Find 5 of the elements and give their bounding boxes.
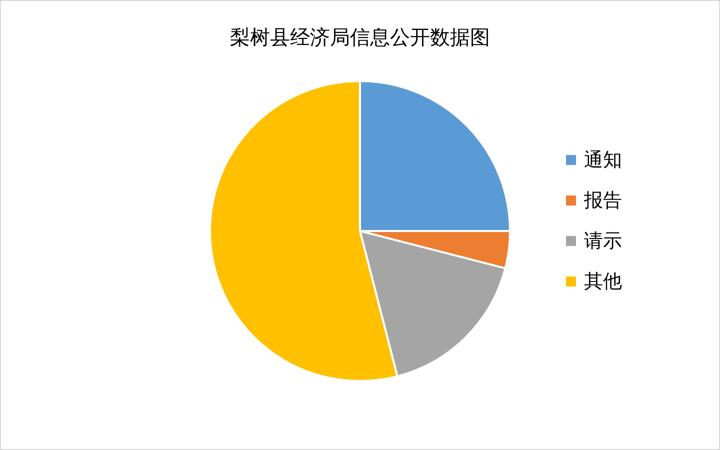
legend-label: 报告 [583, 190, 622, 212]
legend-label: 其他 [584, 270, 622, 292]
legend-label: 请示 [584, 230, 622, 252]
chart-title: 梨树县经济局信息公开数据图 [230, 25, 490, 49]
legend-label: 通知 [584, 149, 622, 171]
